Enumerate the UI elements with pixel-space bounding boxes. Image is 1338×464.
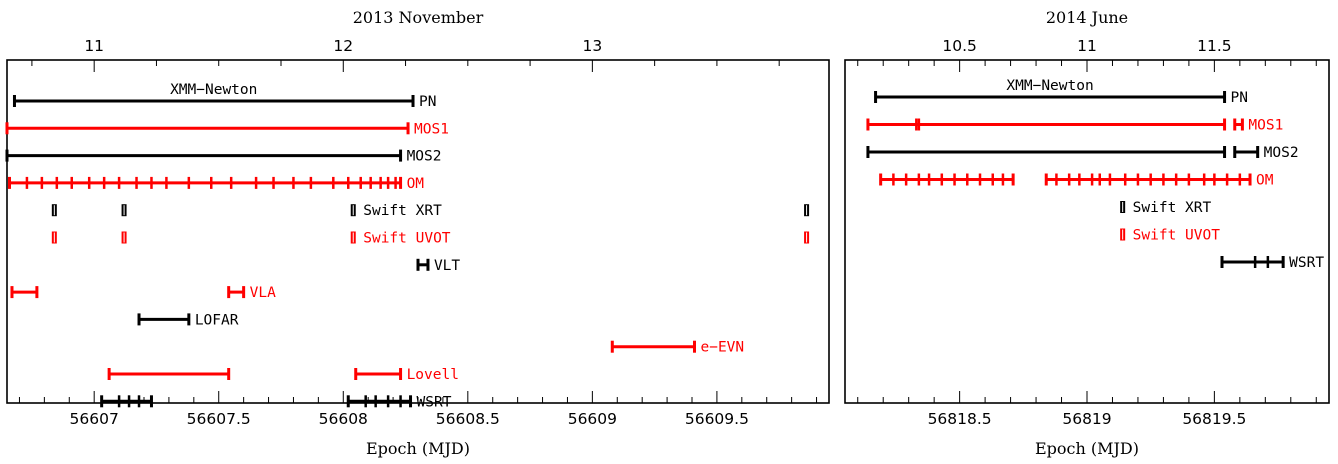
- row-label: MOS2: [1264, 145, 1299, 161]
- row-vlt: VLT: [416, 258, 460, 274]
- row-annotation: XMM−Newton: [170, 82, 257, 98]
- row-label: MOS1: [1248, 118, 1283, 134]
- x-axis-label: Epoch (MJD): [1035, 439, 1139, 458]
- x-tick-label-bottom: 56609.5: [685, 410, 749, 428]
- x-tick-label-top: 10.5: [942, 37, 977, 55]
- row-mos2: MOS2: [5, 149, 442, 165]
- x-tick-label-bottom: 56608.5: [436, 410, 500, 428]
- row-mos1: MOS1: [5, 121, 449, 137]
- x-tick-label-bottom: 56819: [1062, 410, 1111, 428]
- x-tick-label-top: 11.5: [1197, 37, 1232, 55]
- row-label: Swift XRT: [1133, 200, 1212, 216]
- x-tick-label-top: 11: [84, 37, 104, 55]
- row-label: e−EVN: [700, 340, 744, 356]
- row-label: Swift UVOT: [1133, 228, 1221, 244]
- x-tick-label-bottom: 56609: [568, 410, 617, 428]
- row-swift-xrt: Swift XRT: [51, 203, 810, 219]
- row-mos2: MOS2: [866, 145, 1299, 161]
- row-pn: PN XMM−Newton: [874, 78, 1248, 106]
- row-label: WSRT: [1289, 255, 1324, 271]
- x-tick-label-top: 12: [333, 37, 353, 55]
- row-label: PN: [419, 94, 436, 110]
- row-swift-uvot: Swift UVOT: [1120, 228, 1220, 244]
- row-swift-uvot: Swift UVOT: [51, 231, 810, 247]
- row-label: Lovell: [407, 367, 459, 383]
- row-e-evn: e−EVN: [610, 340, 744, 356]
- x-tick-label-bottom: 56608: [319, 410, 368, 428]
- panel-1: 56607 56607.5 56608 56608.5 56609 56609.5 11 12…: [5, 8, 830, 458]
- row-swift-xrt: Swift XRT: [1120, 200, 1212, 216]
- row-wsrt: WSRT: [100, 394, 452, 410]
- row-label: PN: [1231, 90, 1248, 106]
- x-tick-label-top: 11: [1077, 37, 1097, 55]
- row-lovell: Lovell: [107, 367, 459, 383]
- row-mos1: MOS1: [866, 118, 1283, 134]
- row-wsrt: WSRT: [1220, 255, 1324, 271]
- x-tick-label-bottom: 56607.5: [187, 410, 251, 428]
- row-label: WSRT: [417, 394, 452, 410]
- x-tick-label-top: 13: [582, 37, 602, 55]
- row-label: OM: [1256, 173, 1274, 189]
- panel-frame: [844, 59, 1330, 404]
- row-label: VLA: [250, 285, 276, 301]
- row-label: VLT: [434, 258, 460, 274]
- row-label: Swift XRT: [363, 203, 442, 219]
- chart-title: 2013 November: [353, 8, 484, 27]
- x-tick-label-bottom: 56819.5: [1182, 410, 1246, 428]
- row-annotation: XMM−Newton: [1006, 78, 1093, 94]
- row-label: OM: [407, 176, 425, 192]
- row-label: MOS2: [407, 149, 442, 165]
- chart-title: 2014 June: [1046, 8, 1128, 27]
- row-pn: PN XMM−Newton: [12, 82, 436, 110]
- row-label: MOS1: [414, 121, 449, 137]
- row-om: OM: [7, 176, 425, 192]
- row-om: OM: [879, 173, 1274, 189]
- row-label: Swift UVOT: [363, 231, 451, 247]
- x-tick-label-bottom: 56818.5: [928, 410, 992, 428]
- row-label: LOFAR: [195, 312, 239, 328]
- panel-2: 56818.5 56819 56819.5 10.5 11 11.5 2014 June Ep…: [844, 8, 1330, 458]
- row-lofar: LOFAR: [137, 312, 239, 328]
- x-axis-label: Epoch (MJD): [366, 439, 470, 458]
- x-tick-label-bottom: 56607: [70, 410, 119, 428]
- row-vla: VLA: [10, 285, 276, 301]
